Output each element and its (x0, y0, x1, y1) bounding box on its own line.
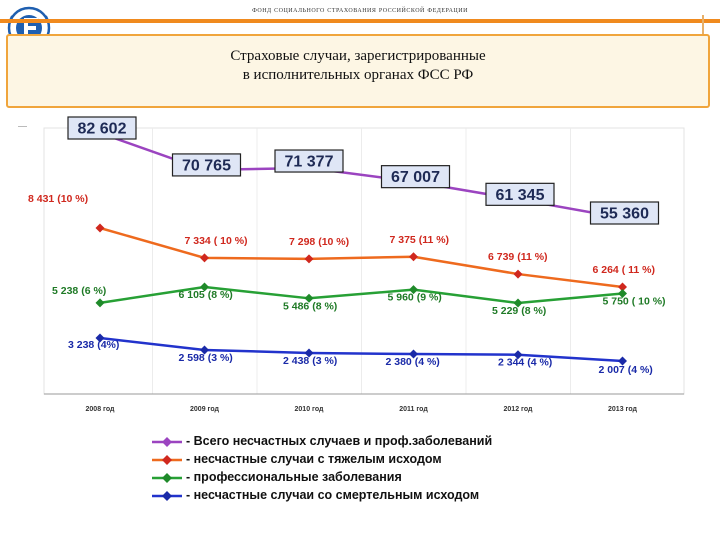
data-label: 2 598 (3 %) (179, 352, 233, 364)
data-point (200, 345, 209, 355)
plot-area (43, 127, 685, 395)
data-label: 82 602 (78, 121, 127, 138)
value-box (380, 165, 451, 189)
data-label: 6 105 (8 %) (179, 289, 233, 301)
data-point (95, 223, 105, 233)
legend-marker-occupational (152, 473, 182, 483)
legend-item-severe: - несчастные случаи с тяжелым исходом (150, 451, 690, 469)
data-point (618, 282, 627, 292)
legend-label-occupational: - профессиональные заболевания (186, 470, 402, 484)
data-label: 5 238 (6 %) (52, 285, 106, 297)
legend-marker-fatal (152, 491, 182, 501)
page-title-line-2: в исполнительных органах ФСС РФ (242, 67, 474, 83)
data-point (618, 288, 627, 298)
data-label: 6 739 (11 %) (488, 251, 548, 263)
data-label: 2 007 (4 %) (599, 364, 653, 376)
org-name: фонд социального страхования российской … (252, 5, 468, 14)
data-point (513, 298, 523, 308)
data-label: 5 750 ( 10 %) (603, 295, 666, 307)
value-box (589, 201, 660, 225)
data-label: 67 007 (391, 169, 440, 186)
data-point (200, 253, 209, 263)
x-tick-label: 2012 год (504, 406, 534, 413)
data-label: 6 264 ( 11 %) (593, 264, 655, 276)
legend-label-severe: - несчастные случаи с тяжелым исходом (186, 452, 442, 466)
value-box (485, 182, 555, 206)
value-box (274, 149, 344, 173)
data-label: 3 238 (4%) (68, 339, 119, 351)
x-tick-label: 2013 год (608, 406, 638, 413)
x-tick-label: 2009 год (190, 406, 220, 413)
data-label: 2 438 (3 %) (283, 355, 337, 367)
data-point (513, 269, 523, 279)
data-point (409, 252, 418, 262)
data-label: 7 375 (11 %) (390, 234, 450, 246)
data-label: 61 345 (496, 187, 545, 204)
legend-marker-total (152, 437, 182, 447)
data-point (409, 349, 418, 359)
series-line-severe (99, 226, 623, 289)
data-label: 70 765 (182, 157, 231, 174)
header-rule (0, 19, 720, 23)
data-point (409, 285, 418, 295)
x-tick-label: 2011 год (399, 406, 428, 413)
data-label: 8 431 (10 %) (28, 193, 88, 205)
series-fatal: 3 238 (4%) 2 598 (3 %) 2 438 (3 %) 2 380 (4… (68, 333, 653, 376)
data-point (95, 298, 105, 308)
data-label: 2 380 (4 %) (386, 356, 440, 368)
data-point (200, 282, 209, 292)
series-occupational: 5 238 (6 %) 6 105 (8 %) 5 486 (8 %) 5 960 (… (52, 282, 666, 317)
data-point (95, 333, 105, 343)
grid-lines (152, 128, 571, 394)
data-point (304, 293, 314, 303)
data-label: 7 298 (10 %) (289, 236, 349, 248)
legend-item-fatal: - несчастные случаи со смертельным исход… (150, 487, 690, 505)
legend-label-total: - Всего несчастных случаев и проф.заболе… (186, 434, 493, 448)
data-point (513, 350, 523, 360)
data-label: 2 344 (4 %) (498, 357, 552, 369)
data-point (304, 254, 314, 264)
value-box (67, 116, 137, 140)
x-tick-label: 2010 год (295, 406, 325, 413)
series-line-occupational (99, 285, 623, 305)
corner-mark (18, 126, 27, 127)
legend-marker-severe (152, 455, 182, 465)
data-label: 55 360 (600, 206, 649, 223)
data-label: 5 960 (9 %) (388, 292, 442, 304)
chart-legend: - Всего несчастных случаев и проф.заболе… (150, 433, 690, 505)
legend-label-fatal: - несчастные случаи со смертельным исход… (186, 488, 480, 502)
data-label: 7 334 ( 10 %) (185, 235, 248, 247)
legend-item-occupational: - профессиональные заболевания (150, 469, 690, 487)
data-label: 5 486 (8 %) (283, 300, 337, 312)
series-severe: 8 431 (10 %) 7 334 ( 10 %) 7 298 (10 %) 7 3… (28, 193, 655, 292)
x-tick-label: 2008 год (86, 406, 116, 413)
series-total: 82 602 70 765 71 377 67 007 61 345 55 360 (67, 116, 660, 225)
legend-item-total: - Всего несчастных случаев и проф.заболе… (150, 433, 690, 451)
value-box (171, 153, 242, 177)
title-box: Страховые случаи, зарегистрированные в и… (6, 34, 710, 108)
data-label: 5 229 (8 %) (492, 305, 546, 317)
data-point (618, 356, 627, 366)
data-label: 71 377 (285, 154, 334, 171)
slide-header: фонд социального страхования российской … (0, 0, 720, 108)
data-point (304, 348, 314, 358)
page-title-line-1: Страховые случаи, зарегистрированные (230, 48, 486, 64)
series-line-fatal (99, 336, 623, 363)
